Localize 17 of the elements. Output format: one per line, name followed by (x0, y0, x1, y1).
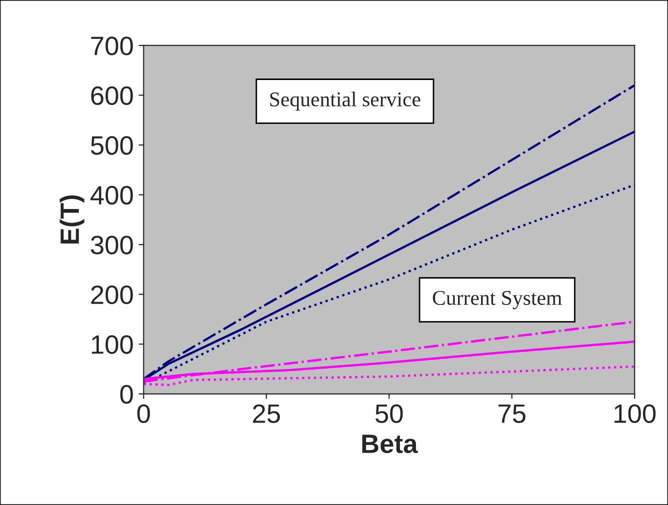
annotation: Current System (432, 290, 562, 310)
x-tick-label: 0 (137, 404, 150, 424)
y-tick-label: 0 (120, 385, 133, 404)
y-tick-label: 700 (91, 36, 133, 56)
x-tick-label: 50 (375, 404, 403, 424)
y-tick-label: 600 (91, 86, 133, 106)
x-tick-label: 100 (614, 404, 656, 424)
x-axis-title: Beta (362, 434, 418, 454)
y-tick-label: 400 (90, 186, 133, 205)
y-tick-label: 100 (92, 335, 133, 354)
y-tick-label: 200 (91, 285, 133, 304)
x-tick-label: 25 (253, 404, 280, 424)
y-tick-label: 500 (90, 136, 133, 155)
x-tick-label: 75 (498, 404, 526, 424)
y-axis-title: E(T) (60, 195, 84, 244)
annotation: Sequential service (270, 92, 420, 111)
y-tick-label: 300 (90, 236, 133, 254)
